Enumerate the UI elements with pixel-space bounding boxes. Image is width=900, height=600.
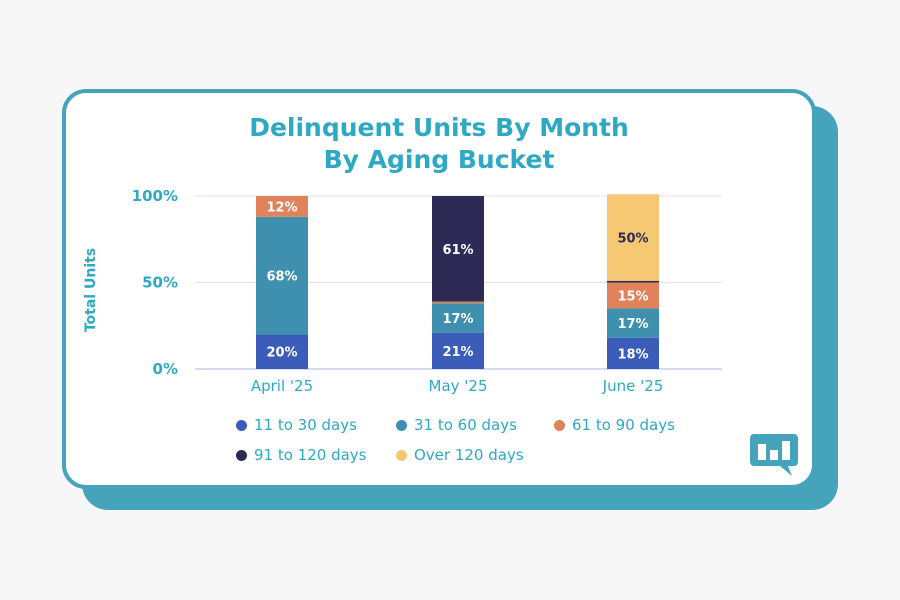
bar-segment	[256, 334, 308, 369]
bar-segment	[432, 301, 484, 304]
title-line-2: By Aging Bucket	[323, 145, 555, 174]
title-line-1: Delinquent Units By Month	[249, 113, 629, 142]
data-label: 17%	[442, 312, 473, 327]
data-label: 18%	[617, 347, 648, 362]
legend-label: Over 120 days	[414, 446, 524, 464]
bar-segment	[256, 196, 308, 217]
bar-segment	[432, 332, 484, 369]
legend-item: 61 to 90 days	[554, 416, 675, 434]
legend-label: 31 to 60 days	[414, 416, 517, 434]
bar-segment	[607, 337, 659, 369]
legend-swatch	[554, 419, 565, 431]
x-tick-label: April '25	[251, 377, 313, 395]
data-label: 17%	[617, 317, 648, 332]
legend-item: 31 to 60 days	[396, 416, 517, 434]
data-label: 68%	[266, 270, 297, 285]
y-tick-label: 0%	[153, 360, 178, 378]
bar-segment	[432, 196, 484, 302]
bar-segment	[432, 303, 484, 333]
legend-label: 11 to 30 days	[254, 416, 357, 434]
bar-segment	[256, 216, 308, 335]
chat-chart-logo-icon	[750, 434, 798, 476]
legend-item: 91 to 120 days	[236, 446, 367, 464]
y-tick-label: 100%	[132, 187, 178, 205]
data-label: 21%	[442, 345, 473, 360]
legend-item: Over 120 days	[396, 446, 524, 464]
data-label: 20%	[266, 346, 297, 361]
legend-swatch	[396, 449, 407, 461]
legend-swatch	[396, 419, 407, 431]
legend-swatch	[236, 449, 247, 461]
data-label: 61%	[442, 243, 473, 258]
y-tick-label: 50%	[142, 274, 178, 292]
data-label: 12%	[266, 200, 297, 215]
bar-segment	[607, 280, 659, 283]
y-axis-label: Total Units	[83, 248, 99, 332]
data-label: 50%	[617, 232, 648, 247]
bar-segment	[607, 282, 659, 309]
legend-label: 91 to 120 days	[254, 446, 367, 464]
data-label: 15%	[617, 289, 648, 304]
x-tick-label: May '25	[429, 377, 488, 395]
legend-label: 61 to 90 days	[572, 416, 675, 434]
bar-segment	[607, 308, 659, 338]
legend-swatch	[236, 419, 247, 431]
bar-segment	[607, 194, 659, 281]
legend-item: 11 to 30 days	[236, 416, 357, 434]
chart-title: Delinquent Units By Month By Aging Bucke…	[62, 112, 816, 176]
x-tick-label: June '25	[602, 377, 664, 395]
